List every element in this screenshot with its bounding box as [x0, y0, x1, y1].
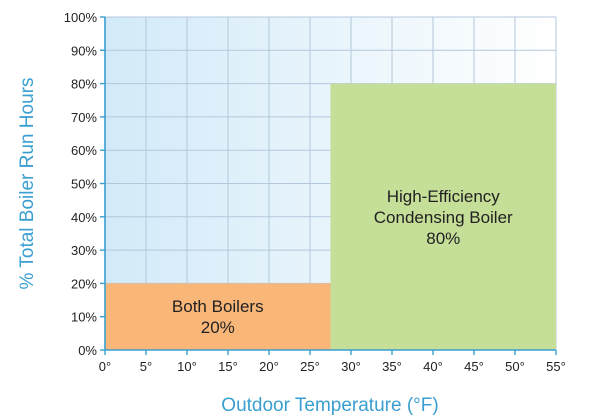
- region-bar: [330, 83, 556, 350]
- y-tick-label: 20%: [71, 276, 97, 291]
- region-label: High-Efficiency: [387, 187, 501, 206]
- region-bar: [105, 283, 331, 350]
- x-axis-title: Outdoor Temperature (°F): [221, 395, 438, 416]
- regions: [105, 83, 556, 350]
- y-tick-label: 10%: [71, 310, 97, 325]
- x-tick-label: 5°: [140, 359, 152, 374]
- y-tick-label: 50%: [71, 177, 97, 192]
- x-tick-label: 10°: [177, 359, 197, 374]
- x-tick-label: 40°: [423, 359, 443, 374]
- region-label: 20%: [201, 318, 235, 337]
- x-tick-label: 50°: [505, 359, 525, 374]
- region-labels: Both Boilers 20% High-Efficiency Condensing…: [172, 187, 513, 337]
- region-label: Condensing Boiler: [374, 208, 513, 227]
- y-tick-label: 60%: [71, 143, 97, 158]
- x-tick-label: 0°: [99, 359, 111, 374]
- y-tick-label: 40%: [71, 210, 97, 225]
- region-label: Both Boilers: [172, 297, 264, 316]
- y-axis-title: % Total Boiler Run Hours: [17, 78, 38, 290]
- y-tick-label: 0%: [78, 343, 97, 358]
- y-tick-label: 70%: [71, 110, 97, 125]
- x-tick-label: 25°: [300, 359, 320, 374]
- x-tick-label: 45°: [464, 359, 484, 374]
- x-tick-label: 15°: [218, 359, 238, 374]
- y-tick-label: 90%: [71, 43, 97, 58]
- y-tick-label: 80%: [71, 77, 97, 92]
- x-tick-label: 35°: [382, 359, 402, 374]
- x-tick-label: 55°: [546, 359, 566, 374]
- x-tick-label: 20°: [259, 359, 279, 374]
- ticks: 0% 10% 20% 30% 40% 50% 60% 70% 80% 90% 100% 0° 5° 10°…: [64, 10, 566, 374]
- y-tick-label: 100%: [64, 10, 98, 25]
- x-tick-label: 30°: [341, 359, 361, 374]
- region-label: 80%: [426, 229, 460, 248]
- y-tick-label: 30%: [71, 243, 97, 258]
